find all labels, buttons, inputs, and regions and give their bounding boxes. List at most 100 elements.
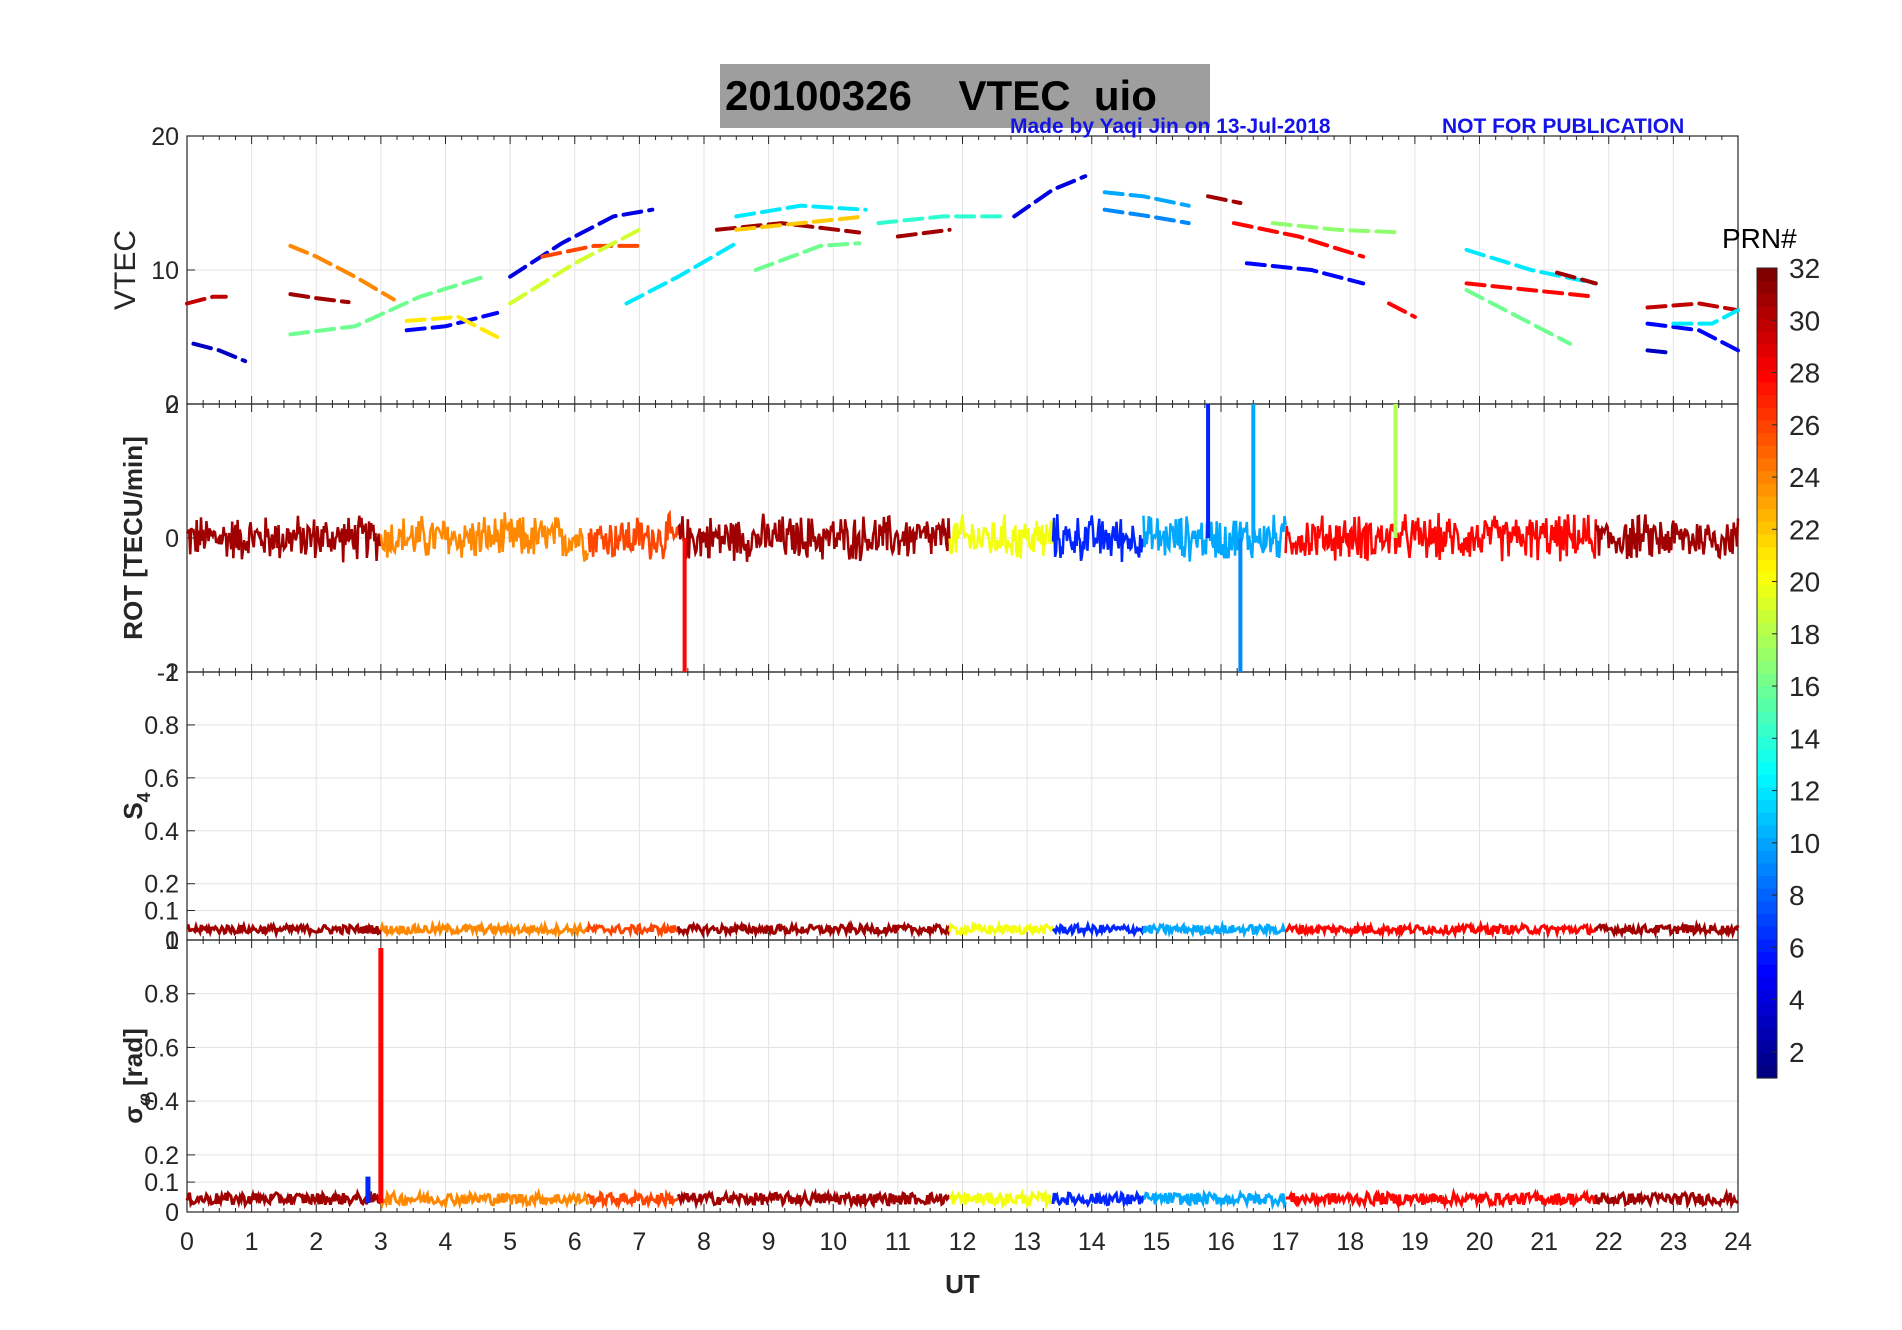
y-tick-label: 1 <box>165 927 179 955</box>
colorbar-step <box>1757 1040 1777 1054</box>
x-tick-label: 9 <box>762 1228 776 1256</box>
sigma-series-prn-28 <box>1285 1187 1598 1211</box>
vtec-series-prn-12 <box>1464 247 1598 286</box>
colorbar-step <box>1757 976 1777 991</box>
vtec-series-prn-12 <box>1671 308 1740 326</box>
s4-series-prn-20 <box>948 919 1055 937</box>
y-tick-label: 0.1 <box>144 1169 179 1197</box>
y-tick-label: 2 <box>165 391 179 419</box>
colorbar-tick-label: 14 <box>1789 723 1820 754</box>
colorbar-step <box>1757 584 1777 598</box>
vtec-series-prn-28 <box>1231 221 1366 259</box>
vtec-series-prn-16 <box>753 241 862 272</box>
y-tick-label: 0 <box>165 525 179 553</box>
colorbar-tick-label: 2 <box>1789 1037 1805 1068</box>
vtec-series-prn-28 <box>1464 281 1598 299</box>
colorbar-step <box>1757 926 1777 940</box>
colorbar-step <box>1757 1065 1777 1079</box>
vtec-series-prn-24 <box>288 243 396 302</box>
colorbar-step <box>1757 989 1777 1003</box>
colorbar-step <box>1757 381 1777 396</box>
colorbar-step <box>1757 761 1777 775</box>
colorbar-step <box>1757 685 1777 699</box>
colorbar-step <box>1757 609 1777 623</box>
colorbar-tick-label: 6 <box>1789 932 1805 963</box>
vtec-series-prn-14 <box>876 214 1010 226</box>
colorbar-step <box>1757 850 1777 864</box>
x-axis-label: UT <box>945 1269 980 1299</box>
vtec-series-prn-10 <box>1102 190 1191 208</box>
vtec-series-prn-31 <box>714 221 862 235</box>
y-tick-label: 0 <box>165 1199 179 1227</box>
panel-vtec: 0 10 20 VTEC <box>109 123 1739 419</box>
colorbar-step <box>1757 508 1777 522</box>
s4-series-prn-6 <box>1051 920 1145 939</box>
sigma-series-prn-6 <box>1051 1189 1145 1210</box>
x-tick-label: 18 <box>1336 1228 1364 1256</box>
colorbar-step <box>1757 483 1777 497</box>
x-tick-label: 8 <box>697 1228 711 1256</box>
rot-series-prn-26 <box>587 509 680 560</box>
vtec-series-prn-31 <box>1206 194 1243 205</box>
colorbar-step <box>1757 837 1777 851</box>
vtec-series-prn-19 <box>508 227 642 306</box>
y-tick-label: 0 <box>165 391 179 419</box>
vtec-series-group <box>185 174 1740 364</box>
colorbar-step <box>1757 394 1777 408</box>
colorbar-step <box>1757 1052 1777 1066</box>
vtec-series-prn-9 <box>1102 207 1191 226</box>
rot-series-group <box>185 404 1740 672</box>
x-tick-label: 3 <box>374 1228 388 1256</box>
s4-series-prn-28 <box>1284 919 1598 940</box>
y-tick-label: 0.4 <box>144 1088 179 1116</box>
x-tick-label: 23 <box>1659 1228 1687 1256</box>
x-tick-label: 11 <box>885 1228 911 1256</box>
x-tick-label: 7 <box>632 1228 646 1256</box>
colorbar-step <box>1757 736 1777 750</box>
vtec-series-prn-31 <box>288 292 351 305</box>
y-tick-label: 0.6 <box>144 1034 179 1062</box>
colorbar-step <box>1757 280 1777 294</box>
colorbar-step <box>1757 597 1777 611</box>
colorbar-step <box>1757 622 1777 636</box>
colorbar-step <box>1757 470 1777 484</box>
panel-frame <box>186 939 1739 1213</box>
vtec-series-prn-30 <box>185 294 228 306</box>
vtec-series-prn-3 <box>191 341 248 364</box>
vtec-series-prn-31 <box>895 227 952 239</box>
colorbar-step <box>1757 698 1777 712</box>
colorbar-step <box>1757 457 1777 472</box>
colorbar-step <box>1757 369 1777 383</box>
colorbar-tick-label: 32 <box>1789 253 1820 284</box>
x-tick-label: 14 <box>1078 1228 1106 1256</box>
x-tick-label: 24 <box>1724 1228 1752 1256</box>
vtec-series-prn-12 <box>734 203 868 219</box>
colorbar-step <box>1757 938 1777 953</box>
colorbar-step <box>1757 951 1777 965</box>
colorbar-step <box>1757 635 1777 649</box>
colorbar-tick-label: 16 <box>1789 671 1820 702</box>
colorbar-step <box>1757 723 1777 737</box>
x-tick-label: 5 <box>503 1228 517 1256</box>
vtec-series-prn-3 <box>1645 348 1676 356</box>
not-for-publication-text: NOT FOR PUBLICATION <box>1442 115 1685 138</box>
x-tick-label: 12 <box>949 1228 977 1256</box>
colorbar-step <box>1757 432 1777 446</box>
y-tick-label: 20 <box>151 123 179 151</box>
vtec-series-prn-4 <box>1012 174 1088 219</box>
colorbar-step <box>1757 812 1777 826</box>
colorbar-step <box>1757 495 1777 510</box>
vtec-series-prn-22 <box>734 214 868 232</box>
colorbar-tick-label: 8 <box>1789 880 1805 911</box>
vtec-series-prn-28 <box>1387 301 1417 319</box>
vtec-series-prn-5 <box>1244 261 1366 286</box>
s4-series-prn-31 <box>676 919 952 939</box>
s4-series-prn-26 <box>586 920 679 939</box>
sigma-series-group <box>185 948 1740 1211</box>
colorbar-step <box>1757 559 1777 573</box>
colorbar-step <box>1757 521 1777 535</box>
colorbar-step <box>1757 546 1777 560</box>
